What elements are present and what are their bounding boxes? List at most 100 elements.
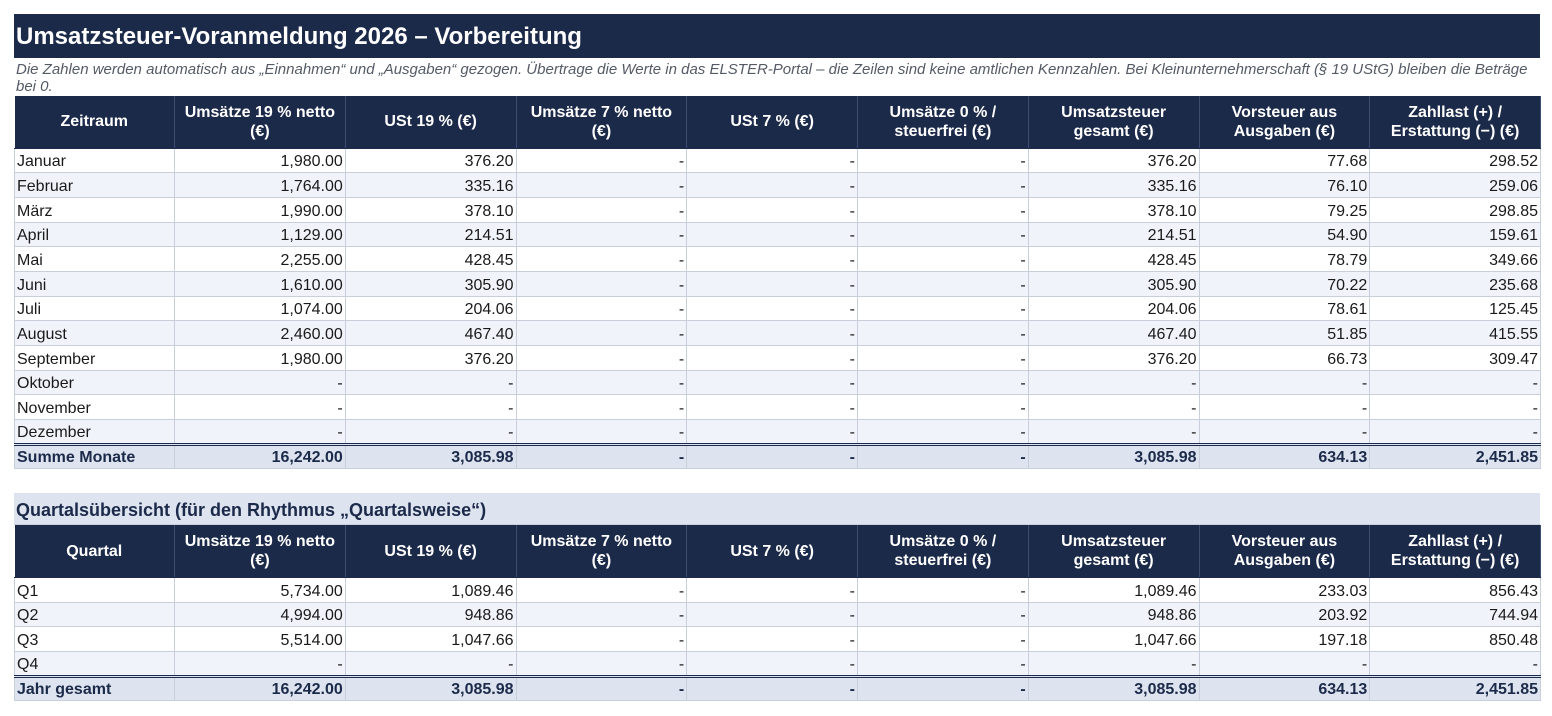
value-cell[interactable]: 4,994.00 xyxy=(174,601,346,628)
value-cell[interactable]: 298.52 xyxy=(1369,147,1541,174)
column-header[interactable]: Umsätze 7 % netto (€) xyxy=(516,525,688,578)
value-cell[interactable]: - xyxy=(1198,369,1371,396)
column-header[interactable]: Umsatzsteuer gesamt (€) xyxy=(1028,96,1200,149)
value-cell[interactable]: 1,129.00 xyxy=(174,221,346,248)
value-cell[interactable]: - xyxy=(857,394,1029,421)
value-cell[interactable]: 376.20 xyxy=(1027,345,1200,371)
value-cell[interactable]: - xyxy=(1369,651,1541,677)
value-cell[interactable]: - xyxy=(686,419,858,445)
value-cell[interactable]: 125.45 xyxy=(1369,295,1541,322)
value-cell[interactable]: - xyxy=(857,147,1029,174)
total-value-cell[interactable]: 634.13 xyxy=(1198,674,1371,702)
value-cell[interactable]: 305.90 xyxy=(1027,270,1200,297)
value-cell[interactable]: - xyxy=(857,345,1029,371)
column-header[interactable]: Zeitraum xyxy=(14,96,175,149)
value-cell[interactable]: 744.94 xyxy=(1369,601,1541,628)
total-value-cell[interactable]: 3,085.98 xyxy=(344,442,517,470)
total-value-cell[interactable]: - xyxy=(515,442,688,470)
value-cell[interactable]: - xyxy=(344,369,517,396)
row-label-cell[interactable]: Mai xyxy=(14,246,175,272)
value-cell[interactable]: 1,047.66 xyxy=(1027,626,1200,652)
row-label-cell[interactable]: Februar xyxy=(14,172,175,198)
value-cell[interactable]: - xyxy=(174,394,346,421)
value-cell[interactable]: - xyxy=(686,295,858,322)
value-cell[interactable]: 204.06 xyxy=(1027,295,1200,322)
value-cell[interactable]: - xyxy=(515,601,688,628)
row-label-cell[interactable]: Januar xyxy=(14,147,175,174)
value-cell[interactable]: - xyxy=(857,221,1029,248)
value-cell[interactable]: - xyxy=(174,419,346,445)
value-cell[interactable]: 51.85 xyxy=(1198,320,1371,346)
value-cell[interactable]: 5,734.00 xyxy=(174,576,346,603)
value-cell[interactable]: 349.66 xyxy=(1369,246,1541,272)
value-cell[interactable]: 376.20 xyxy=(1027,147,1200,174)
value-cell[interactable]: 2,460.00 xyxy=(174,320,346,346)
value-cell[interactable]: - xyxy=(1198,651,1371,677)
value-cell[interactable]: 1,074.00 xyxy=(174,295,346,322)
value-cell[interactable]: - xyxy=(686,246,858,272)
value-cell[interactable]: 214.51 xyxy=(344,221,517,248)
value-cell[interactable]: - xyxy=(857,369,1029,396)
value-cell[interactable]: 204.06 xyxy=(344,295,517,322)
column-header[interactable]: USt 7 % (€) xyxy=(686,96,858,149)
total-label-cell[interactable]: Jahr gesamt xyxy=(14,674,175,702)
value-cell[interactable]: - xyxy=(515,576,688,603)
value-cell[interactable]: - xyxy=(857,576,1029,603)
value-cell[interactable]: - xyxy=(686,221,858,248)
total-value-cell[interactable]: 2,451.85 xyxy=(1369,442,1541,470)
value-cell[interactable]: 159.61 xyxy=(1369,221,1541,248)
value-cell[interactable]: - xyxy=(515,419,688,445)
row-label-cell[interactable]: Q3 xyxy=(14,626,175,652)
total-value-cell[interactable]: 634.13 xyxy=(1198,442,1371,470)
value-cell[interactable]: - xyxy=(515,270,688,297)
value-cell[interactable]: 1,980.00 xyxy=(174,345,346,371)
value-cell[interactable]: - xyxy=(1369,369,1541,396)
value-cell[interactable]: - xyxy=(515,196,688,223)
column-header[interactable]: Vorsteuer aus Ausgaben (€) xyxy=(1199,96,1371,149)
value-cell[interactable]: - xyxy=(686,147,858,174)
value-cell[interactable]: - xyxy=(515,345,688,371)
value-cell[interactable]: - xyxy=(686,576,858,603)
value-cell[interactable]: - xyxy=(686,270,858,297)
row-label-cell[interactable]: November xyxy=(14,394,175,421)
value-cell[interactable]: 5,514.00 xyxy=(174,626,346,652)
value-cell[interactable]: 428.45 xyxy=(344,246,517,272)
value-cell[interactable]: 850.48 xyxy=(1369,626,1541,652)
value-cell[interactable]: 428.45 xyxy=(1027,246,1200,272)
value-cell[interactable]: - xyxy=(344,419,517,445)
value-cell[interactable]: - xyxy=(515,626,688,652)
value-cell[interactable]: - xyxy=(857,295,1029,322)
value-cell[interactable]: - xyxy=(857,651,1029,677)
column-header[interactable]: Umsätze 19 % netto (€) xyxy=(174,96,346,149)
value-cell[interactable]: - xyxy=(686,172,858,198)
total-value-cell[interactable]: - xyxy=(515,674,688,702)
row-label-cell[interactable]: April xyxy=(14,221,175,248)
value-cell[interactable]: 378.10 xyxy=(344,196,517,223)
value-cell[interactable]: 79.25 xyxy=(1198,196,1371,223)
total-value-cell[interactable]: 3,085.98 xyxy=(344,674,517,702)
row-label-cell[interactable]: Oktober xyxy=(14,369,175,396)
value-cell[interactable]: 335.16 xyxy=(1027,172,1200,198)
value-cell[interactable]: 335.16 xyxy=(344,172,517,198)
value-cell[interactable]: - xyxy=(857,196,1029,223)
value-cell[interactable]: - xyxy=(515,172,688,198)
value-cell[interactable]: - xyxy=(1027,369,1200,396)
value-cell[interactable]: 259.06 xyxy=(1369,172,1541,198)
value-cell[interactable]: 376.20 xyxy=(344,147,517,174)
column-header[interactable]: Umsatzsteuer gesamt (€) xyxy=(1028,525,1200,578)
column-header[interactable]: Umsätze 19 % netto (€) xyxy=(174,525,346,578)
column-header[interactable]: Umsätze 0 % / steuerfrei (€) xyxy=(857,525,1029,578)
value-cell[interactable]: 1,990.00 xyxy=(174,196,346,223)
value-cell[interactable]: - xyxy=(1198,419,1371,445)
row-label-cell[interactable]: Q2 xyxy=(14,601,175,628)
value-cell[interactable]: 70.22 xyxy=(1198,270,1371,297)
value-cell[interactable]: - xyxy=(686,320,858,346)
value-cell[interactable]: - xyxy=(344,394,517,421)
total-value-cell[interactable]: - xyxy=(857,674,1029,702)
value-cell[interactable]: 214.51 xyxy=(1027,221,1200,248)
value-cell[interactable]: 78.61 xyxy=(1198,295,1371,322)
value-cell[interactable]: 467.40 xyxy=(1027,320,1200,346)
value-cell[interactable]: - xyxy=(174,651,346,677)
value-cell[interactable]: 948.86 xyxy=(344,601,517,628)
value-cell[interactable]: 467.40 xyxy=(344,320,517,346)
